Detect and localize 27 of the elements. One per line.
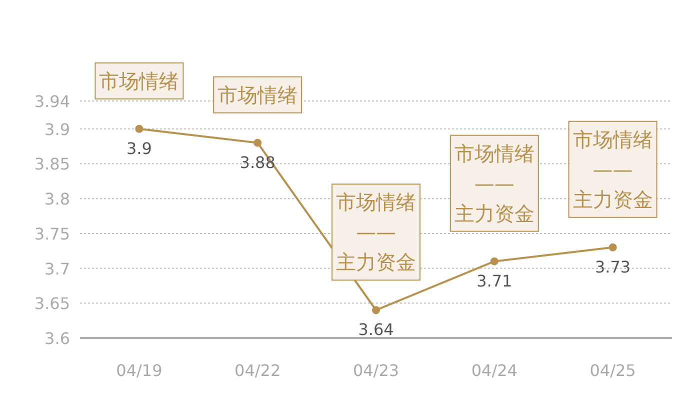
x-tick-label: 04/25 <box>590 361 636 380</box>
data-label: 3.71 <box>476 271 512 290</box>
x-tick-label: 04/23 <box>352 361 400 380</box>
y-tick-label: 3.7 <box>44 259 70 278</box>
y-tick-label: 3.6 <box>44 329 70 348</box>
y-tick-label: 3.65 <box>34 294 70 314</box>
annotation: 市场情绪 <box>218 82 298 107</box>
y-tick-label: 3.75 <box>34 224 70 244</box>
point <box>608 243 617 252</box>
point <box>254 138 262 147</box>
data-label: 3.64 <box>358 320 394 340</box>
x-tick-label: 04/19 <box>116 361 162 380</box>
point <box>490 257 498 266</box>
annotation: 市场情绪 —— 主力资金 <box>336 190 416 274</box>
y-tick-label: 3.9 <box>44 120 70 139</box>
y-tick-label: 3.8 <box>44 190 70 209</box>
point <box>135 124 144 133</box>
annotation: 市场情绪 <box>99 68 180 93</box>
y-tick-label: 3.85 <box>34 154 70 174</box>
data-label: 3.9 <box>126 138 152 158</box>
x-tick-label: 04/22 <box>234 361 281 380</box>
data-label: 3.73 <box>594 257 631 276</box>
point <box>372 306 380 314</box>
y-tick-label: 3.94 <box>34 92 70 111</box>
annotation: 市场情绪 —— 主力资金 <box>454 141 534 226</box>
x-tick-label: 04/24 <box>471 361 518 380</box>
annotation: 市场情绪 —— 主力资金 <box>572 127 653 212</box>
